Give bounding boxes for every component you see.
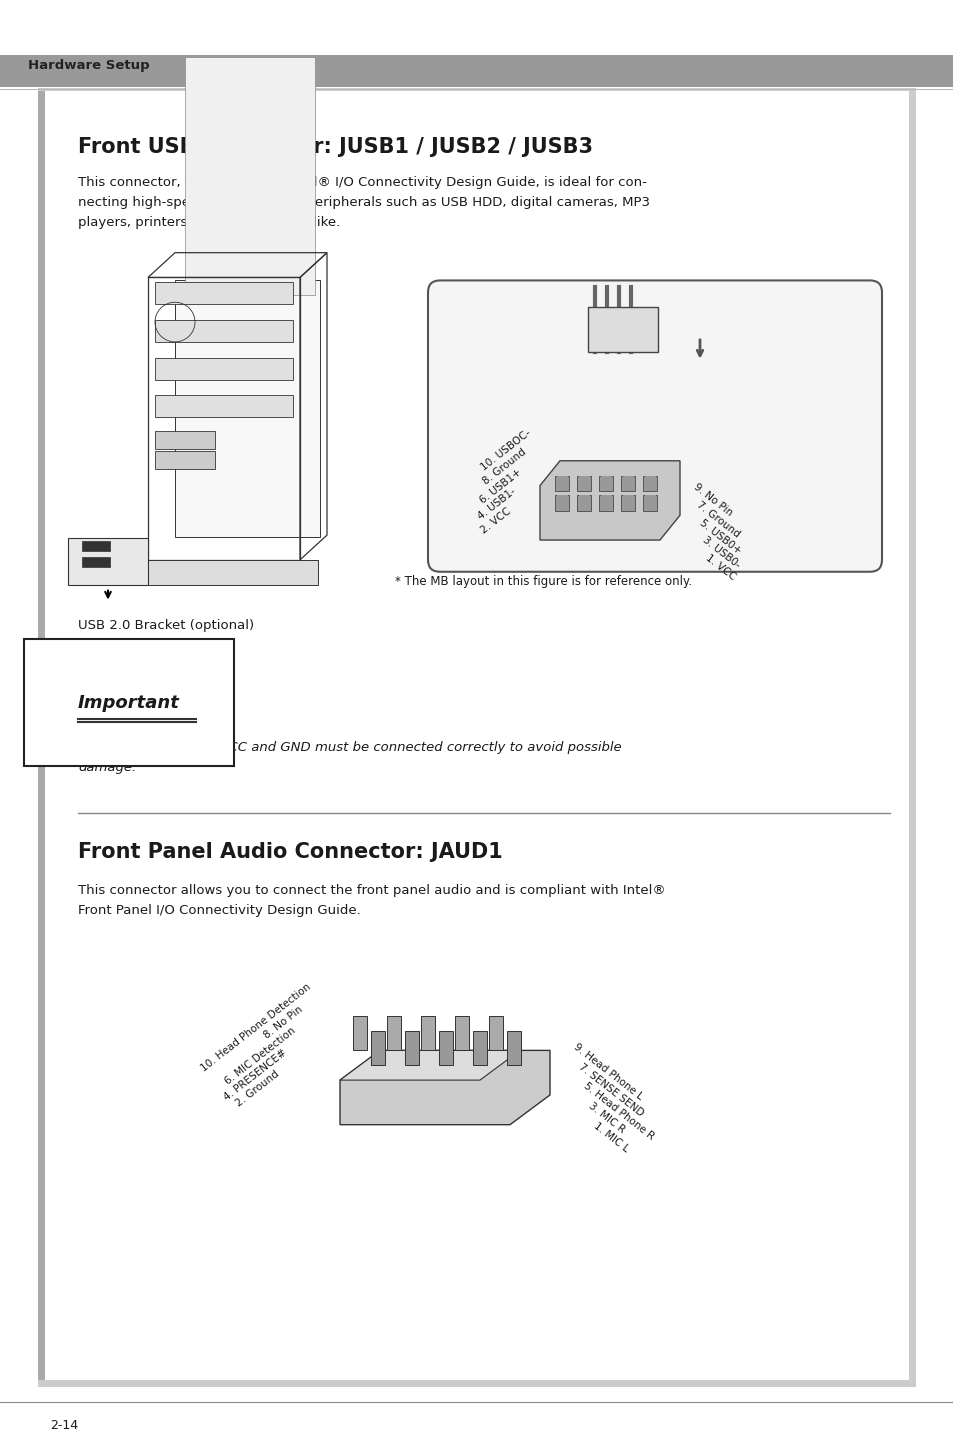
Bar — [555, 475, 568, 491]
Bar — [587, 308, 658, 352]
Text: 6. MIC Detection: 6. MIC Detection — [222, 1025, 296, 1087]
Polygon shape — [339, 1051, 550, 1124]
Polygon shape — [68, 538, 148, 584]
Text: Front Panel Audio Connector: JAUD1: Front Panel Audio Connector: JAUD1 — [78, 842, 502, 862]
Bar — [154, 282, 293, 304]
Text: 6. USB1+: 6. USB1+ — [477, 467, 522, 505]
Bar — [598, 495, 613, 511]
Polygon shape — [174, 281, 319, 537]
Text: 10. USBOC-: 10. USBOC- — [479, 427, 533, 473]
Polygon shape — [489, 1015, 502, 1051]
Polygon shape — [68, 560, 317, 584]
Bar — [555, 495, 568, 511]
Bar — [185, 57, 314, 295]
Bar — [154, 395, 293, 417]
Text: 1. VCC: 1. VCC — [703, 553, 737, 583]
Text: 2. VCC: 2. VCC — [478, 507, 513, 536]
Bar — [154, 451, 214, 468]
Text: 9. Head Phone L: 9. Head Phone L — [571, 1041, 644, 1101]
Text: This connector allows you to connect the front panel audio and is compliant with: This connector allows you to connect the… — [78, 884, 665, 896]
Text: 3. USB0-: 3. USB0- — [700, 536, 741, 570]
Text: 2. Ground: 2. Ground — [233, 1070, 281, 1108]
Polygon shape — [455, 1015, 469, 1051]
Text: 7. Ground: 7. Ground — [694, 500, 741, 540]
Bar — [38, 89, 45, 1388]
Bar — [908, 89, 915, 1388]
Text: 9. No Pin: 9. No Pin — [691, 481, 734, 518]
Text: 7. SENSE SEND: 7. SENSE SEND — [577, 1061, 645, 1118]
Polygon shape — [405, 1031, 418, 1065]
Polygon shape — [438, 1031, 453, 1065]
Bar — [38, 1380, 915, 1388]
Text: 4. USB1-: 4. USB1- — [476, 487, 517, 523]
Text: necting high-speed USB interface peripherals such as USB HDD, digital cameras, M: necting high-speed USB interface periphe… — [78, 196, 649, 209]
Bar — [642, 495, 657, 511]
Text: USB 2.0 Bracket (optional): USB 2.0 Bracket (optional) — [78, 619, 253, 633]
Text: 1. MIC L: 1. MIC L — [591, 1121, 630, 1154]
Bar — [598, 475, 613, 491]
Bar — [642, 475, 657, 491]
Text: Hardware Setup: Hardware Setup — [28, 60, 150, 73]
Bar — [154, 321, 293, 342]
Text: 8. Ground: 8. Ground — [480, 447, 528, 487]
Bar — [620, 475, 635, 491]
Polygon shape — [473, 1031, 486, 1065]
Text: 5. USB0+: 5. USB0+ — [698, 517, 742, 556]
Bar — [154, 431, 214, 448]
Polygon shape — [506, 1031, 520, 1065]
Bar — [620, 495, 635, 511]
Text: 8. No Pin: 8. No Pin — [262, 1004, 305, 1040]
Bar — [154, 358, 293, 379]
Bar — [82, 557, 110, 567]
Bar — [82, 541, 110, 551]
Bar — [38, 89, 915, 92]
Text: Important: Important — [78, 693, 180, 712]
Text: 2-14: 2-14 — [50, 1419, 78, 1432]
Bar — [0, 54, 953, 87]
Text: 3. MIC R: 3. MIC R — [586, 1101, 626, 1136]
Polygon shape — [339, 1051, 519, 1080]
Text: Front Panel I/O Connectivity Design Guide.: Front Panel I/O Connectivity Design Guid… — [78, 904, 360, 916]
Text: players, printers, modems and the like.: players, printers, modems and the like. — [78, 216, 340, 229]
FancyBboxPatch shape — [428, 281, 882, 571]
Text: Note that the pins of VCC and GND must be connected correctly to avoid possible: Note that the pins of VCC and GND must b… — [78, 742, 621, 755]
Text: 10. Head Phone Detection: 10. Head Phone Detection — [199, 982, 313, 1074]
Polygon shape — [539, 461, 679, 540]
Text: Front USB Connector: JUSB1 / JUSB2 / JUSB3: Front USB Connector: JUSB1 / JUSB2 / JUS… — [78, 136, 593, 156]
Polygon shape — [420, 1015, 435, 1051]
Text: 4. PRESENCE#: 4. PRESENCE# — [222, 1047, 289, 1103]
Text: damage.: damage. — [78, 760, 136, 775]
Polygon shape — [387, 1015, 400, 1051]
Text: * The MB layout in this figure is for reference only.: * The MB layout in this figure is for re… — [395, 574, 691, 587]
Text: 5. Head Phone R: 5. Head Phone R — [581, 1081, 656, 1143]
Polygon shape — [353, 1015, 367, 1051]
Polygon shape — [371, 1031, 385, 1065]
Text: This connector, compliant with Intel® I/O Connectivity Design Guide, is ideal fo: This connector, compliant with Intel® I/… — [78, 176, 646, 189]
Bar — [577, 475, 590, 491]
Bar — [577, 495, 590, 511]
